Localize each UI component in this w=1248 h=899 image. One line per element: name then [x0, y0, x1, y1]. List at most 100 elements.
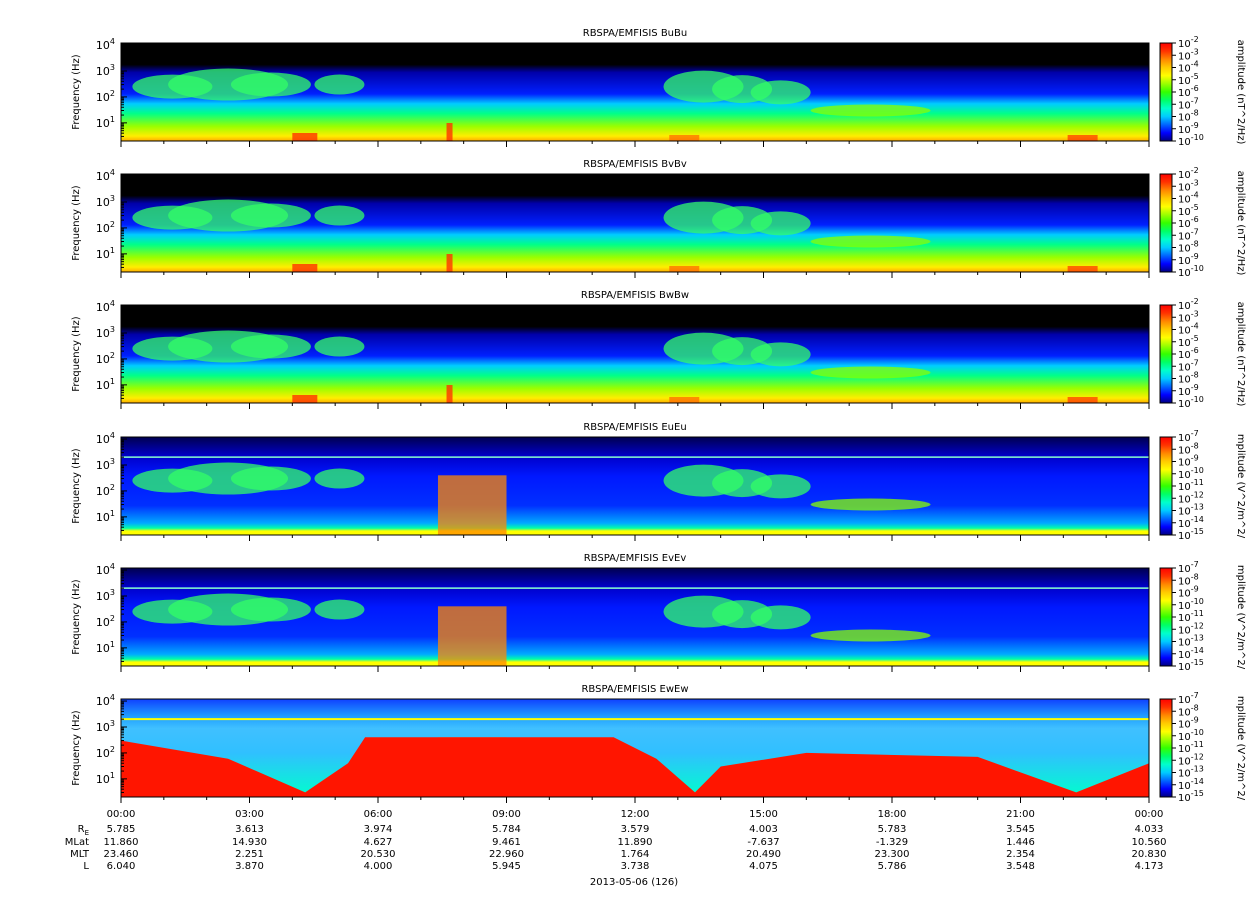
y-axis-label: Frequency (Hz): [71, 710, 82, 786]
y-tick-label: 104: [96, 37, 115, 52]
colorbar: [1159, 173, 1173, 273]
emission-region: [750, 474, 811, 499]
intense-band: [446, 254, 453, 272]
spectrogram-panel: RBSPA/EMFISIS BvBv 101 102 103 104 Frequency …: [71, 159, 1246, 279]
colorbar: [1159, 567, 1173, 667]
colorbar-tick-label: 10-5: [1178, 334, 1199, 349]
panel-title: RBSPA/EMFISIS EwEw: [581, 684, 688, 695]
colorbar-tick-label: 10-13: [1178, 503, 1204, 518]
colorbar: [1159, 698, 1173, 798]
y-tick-label: 101: [96, 115, 115, 130]
colorbar: [1159, 304, 1173, 404]
ephemeris-value: 23.460: [104, 849, 139, 860]
emission-region: [810, 498, 931, 511]
ephemeris-value: 14.930: [232, 837, 267, 848]
colorbar-tick-label: 10-9: [1178, 252, 1199, 267]
emission-region: [230, 334, 311, 359]
y-tick-label: 101: [96, 246, 115, 261]
intense-band: [292, 395, 318, 403]
ephemeris-value: 3.870: [235, 861, 264, 872]
y-tick-label: 103: [96, 457, 115, 472]
emission-region: [314, 336, 365, 357]
spectrogram-panel: RBSPA/EMFISIS EwEw 101 102 103 104 Frequency …: [71, 684, 1246, 804]
colorbar: [1159, 436, 1173, 536]
intense-band: [1067, 397, 1098, 403]
spectrogram-panel: RBSPA/EMFISIS BwBw 101 102 103 104 Frequency …: [71, 290, 1246, 410]
panel-title: RBSPA/EMFISIS EuEu: [583, 422, 686, 433]
time-tick-label: 12:00: [621, 809, 650, 820]
ephemeris-row-label: L: [83, 861, 89, 872]
colorbar-tick-label: 10-10: [1178, 264, 1204, 279]
colorbar-tick-label: 10-9: [1178, 383, 1199, 398]
time-tick-label: 03:00: [235, 809, 264, 820]
colorbar-tick-label: 10-9: [1178, 121, 1199, 136]
ephemeris-value: 6.040: [107, 861, 136, 872]
ephemeris-value: 2.354: [1006, 849, 1035, 860]
colorbar-tick-label: 10-5: [1178, 72, 1199, 87]
colorbar-tick-label: 10-7: [1178, 227, 1199, 242]
y-tick-label: 104: [96, 693, 115, 708]
y-tick-label: 103: [96, 194, 115, 209]
panels-group: RBSPA/EMFISIS BuBu 101 102 103 104 Frequency …: [71, 28, 1246, 804]
emission-region: [230, 72, 311, 97]
ephemeris-value: 10.560: [1132, 837, 1167, 848]
colorbar-tick-label: 10-5: [1178, 203, 1199, 218]
colorbar-label: amplitude (nT^2/Hz): [1235, 171, 1246, 276]
intense-band: [292, 133, 318, 141]
colorbar-tick-label: 10-14: [1178, 646, 1204, 661]
ephemeris-value: 4.627: [364, 837, 393, 848]
y-tick-label: 103: [96, 588, 115, 603]
ephemeris-value: 4.033: [1135, 824, 1164, 835]
colorbar-tick-label: 10-6: [1178, 84, 1199, 99]
colorbar-tick-label: 10-2: [1178, 166, 1199, 181]
ephemeris-value: 5.783: [878, 824, 907, 835]
colorbar-tick-label: 10-4: [1178, 60, 1199, 75]
colorbar-tick-label: 10-8: [1178, 371, 1199, 386]
ephemeris-value: 3.579: [621, 824, 650, 835]
colorbar-tick-label: 10-13: [1178, 634, 1204, 649]
ephemeris-row-label: MLat: [65, 837, 89, 848]
colorbar-tick-label: 10-11: [1178, 740, 1204, 755]
ephemeris-value: 3.613: [235, 824, 264, 835]
ephemeris-value: 11.890: [618, 837, 653, 848]
emission-region: [230, 597, 311, 622]
ephemeris-value: 1.446: [1006, 837, 1035, 848]
intense-band: [669, 266, 700, 272]
ephemeris-value: 3.548: [1006, 861, 1035, 872]
y-tick-label: 102: [96, 483, 115, 498]
ephemeris-row-label: RE: [78, 824, 89, 837]
ephemeris-value: 4.000: [364, 861, 393, 872]
emission-region: [314, 74, 365, 95]
colorbar-tick-label: 10-10: [1178, 395, 1204, 410]
y-tick-label: 101: [96, 640, 115, 655]
colorbar-tick-label: 10-13: [1178, 765, 1204, 780]
emission-region: [314, 599, 365, 620]
emission-region: [810, 235, 931, 248]
colorbar-tick-label: 10-9: [1178, 585, 1199, 600]
ephemeris-value: 4.075: [749, 861, 778, 872]
colorbar-tick-label: 10-10: [1178, 728, 1204, 743]
intense-band: [669, 135, 700, 141]
ephemeris-value: 5.786: [878, 861, 907, 872]
intense-band: [446, 385, 453, 403]
x-axis-label: 2013-05-06 (126): [590, 877, 678, 888]
ephemeris-value: 20.830: [1132, 849, 1167, 860]
time-tick-label: 06:00: [364, 809, 393, 820]
colorbar-label: amplitude (nT^2/Hz): [1235, 40, 1246, 145]
y-tick-label: 101: [96, 377, 115, 392]
colorbar-tick-label: 10-2: [1178, 297, 1199, 312]
intense-band: [437, 475, 507, 535]
colorbar-tick-label: 10-12: [1178, 490, 1204, 505]
colorbar-label: amplitude (nT^2/Hz): [1235, 302, 1246, 407]
colorbar-tick-label: 10-15: [1178, 658, 1204, 673]
intense-band: [1067, 266, 1098, 272]
emission-region: [750, 342, 811, 367]
ephemeris-value: 5.785: [107, 824, 136, 835]
colorbar-tick-label: 10-2: [1178, 35, 1199, 50]
colorbar-tick-label: 10-6: [1178, 346, 1199, 361]
colorbar-tick-label: 10-7: [1178, 96, 1199, 111]
ephemeris-value: 4.173: [1135, 861, 1164, 872]
colorbar-tick-label: 10-7: [1178, 560, 1199, 575]
colorbar-tick-label: 10-8: [1178, 240, 1199, 255]
ephemeris-value: 23.300: [875, 849, 910, 860]
